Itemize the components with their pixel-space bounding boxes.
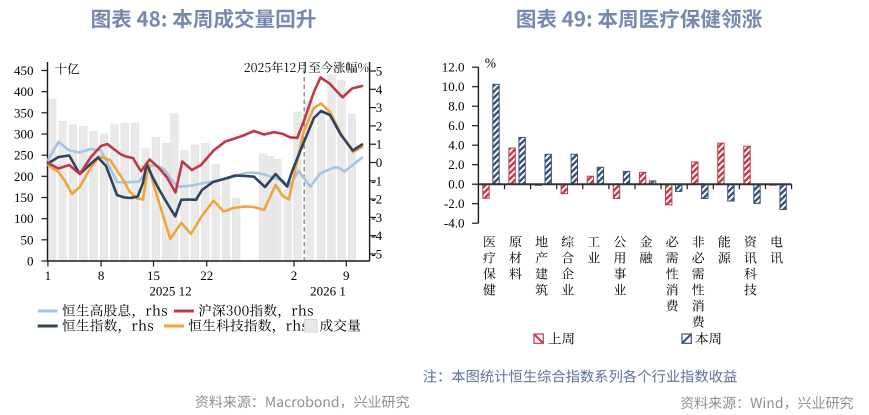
svg-text:8.0: 8.0 (448, 99, 464, 114)
svg-text:2026 1: 2026 1 (310, 284, 346, 299)
svg-text:12.0: 12.0 (442, 60, 465, 75)
svg-text:350: 350 (14, 105, 34, 120)
svg-text:100: 100 (14, 211, 34, 226)
svg-text:5: 5 (376, 64, 383, 79)
svg-text:6.0: 6.0 (448, 118, 464, 133)
svg-text:4.0: 4.0 (448, 138, 464, 153)
svg-text:-1: -1 (371, 173, 382, 188)
svg-text:0.0: 0.0 (448, 177, 464, 192)
svg-text:-4: -4 (371, 228, 382, 243)
svg-text:-4.0: -4.0 (444, 216, 465, 231)
svg-text:0: 0 (27, 254, 34, 269)
svg-text:2: 2 (376, 118, 383, 133)
svg-text:400: 400 (14, 84, 34, 99)
svg-text:-2.0: -2.0 (444, 196, 465, 211)
svg-text:22: 22 (200, 268, 213, 283)
svg-text:2.0: 2.0 (448, 157, 464, 172)
svg-text:200: 200 (14, 169, 34, 184)
svg-text:%: % (485, 56, 496, 71)
svg-text:2025 12: 2025 12 (149, 284, 191, 299)
svg-text:50: 50 (21, 232, 34, 247)
svg-text:2: 2 (291, 268, 298, 283)
svg-text:450: 450 (14, 63, 34, 78)
svg-text:15: 15 (147, 268, 160, 283)
svg-text:8: 8 (98, 268, 105, 283)
svg-text:9: 9 (343, 268, 350, 283)
svg-text:3: 3 (376, 100, 383, 115)
svg-text:1: 1 (376, 137, 383, 152)
svg-text:-3: -3 (371, 210, 382, 225)
svg-text:250: 250 (14, 148, 34, 163)
svg-text:1: 1 (45, 268, 52, 283)
svg-text:-5: -5 (371, 247, 382, 262)
svg-text:0: 0 (376, 155, 383, 170)
svg-text:150: 150 (14, 190, 34, 205)
svg-text:4: 4 (376, 82, 383, 97)
svg-text:10.0: 10.0 (442, 79, 465, 94)
svg-text:-2: -2 (371, 192, 382, 207)
svg-text:300: 300 (14, 127, 34, 142)
